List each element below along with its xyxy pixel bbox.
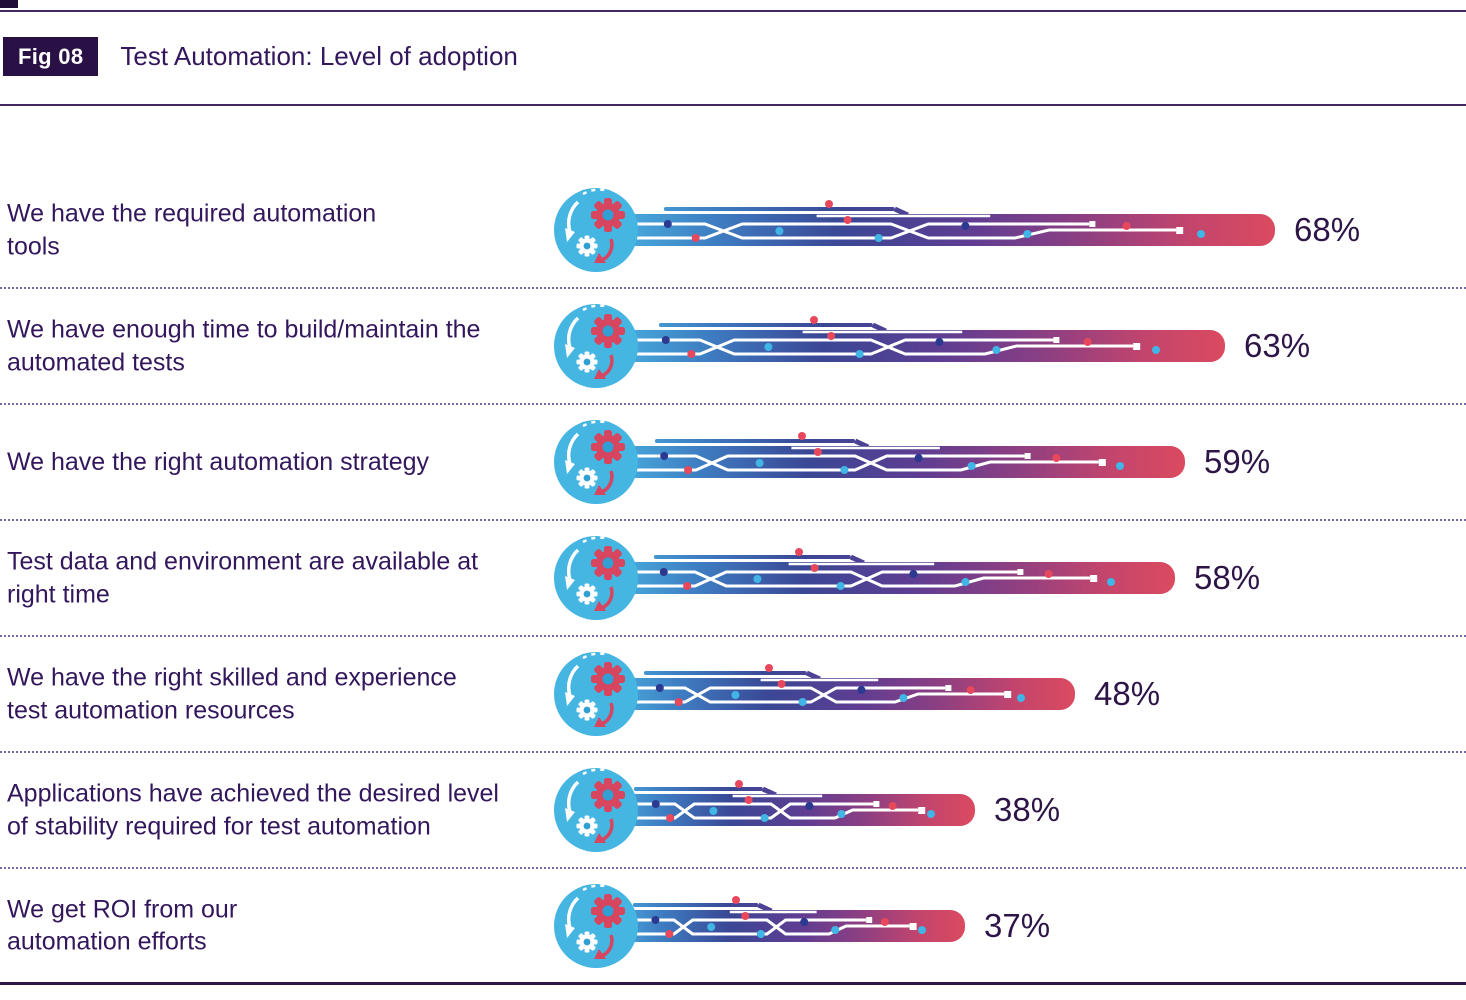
bar-circuit — [596, 548, 1175, 594]
gear-icon — [591, 662, 625, 696]
bar-graphic — [553, 530, 1181, 626]
bar-value: 68% — [1294, 211, 1361, 248]
gear-icon — [576, 235, 598, 257]
cycle-arrow-icon — [566, 664, 580, 697]
bar-value: 38% — [994, 791, 1061, 828]
cycle-arrow-red-icon — [601, 238, 614, 262]
bar-circuit — [596, 895, 965, 942]
gear-icon — [576, 699, 598, 721]
bar: 48% — [553, 646, 1160, 742]
circuit-bar — [554, 188, 1275, 272]
row-label: Applications have achieved the desired l… — [7, 779, 499, 841]
automation-gear-icon — [554, 188, 638, 272]
gear-icon — [591, 198, 625, 232]
chart-row: We get ROI from our automation efforts — [0, 869, 1466, 985]
row-label: We have the required automation tools — [7, 199, 377, 261]
bar: 38% — [553, 762, 1060, 858]
bar-circuit — [596, 432, 1185, 478]
gear-icon — [576, 467, 598, 489]
automation-gear-icon — [554, 536, 638, 620]
dashed-arc-icon — [582, 188, 606, 196]
gear-icon — [591, 546, 625, 580]
row-label: We have enough time to build/maintain th… — [7, 315, 481, 377]
cycle-arrow-icon — [566, 432, 580, 465]
row-label: Test data and environment are available … — [7, 547, 479, 609]
cycle-arrow-red-icon — [601, 586, 614, 610]
bar-graphic — [553, 298, 1231, 394]
cycle-arrow-red-icon — [601, 470, 614, 494]
bar: 63% — [553, 298, 1310, 394]
bar-value: 37% — [984, 906, 1051, 944]
row-label: We have the right skilled and experience… — [7, 663, 457, 725]
cycle-arrow-icon — [566, 200, 580, 233]
circuit-bar — [554, 536, 1175, 620]
bar-value: 48% — [1094, 675, 1161, 712]
bar: 68% — [553, 182, 1360, 278]
chart-row: We have the right skilled and experience… — [0, 637, 1466, 753]
circuit-bar — [554, 768, 975, 852]
chart-title: Test Automation: Level of adoption — [120, 41, 518, 71]
cycle-arrow-icon — [566, 548, 580, 581]
top-left-accent-block — [0, 0, 18, 8]
gear-icon — [591, 778, 625, 812]
cycle-arrow-red-icon — [601, 702, 614, 726]
gear-icon — [576, 351, 598, 373]
dashed-arc-icon — [582, 536, 606, 544]
chart-row: Test data and environment are available … — [0, 521, 1466, 637]
dashed-arc-icon — [582, 652, 606, 660]
chart-row: Applications have achieved the desired l… — [0, 753, 1466, 869]
header-divider-rule — [0, 104, 1466, 106]
dashed-arc-icon — [582, 420, 606, 428]
bar-chart: We have the required automation tools — [0, 173, 1466, 985]
figure-header: Fig 08 Test Automation: Level of adoptio… — [3, 37, 518, 76]
chart-row: We have the required automation tools — [0, 173, 1466, 289]
bar-graphic — [553, 878, 971, 974]
gear-icon — [591, 314, 625, 348]
gear-icon — [591, 893, 625, 928]
bar-circuit — [596, 780, 975, 826]
dashed-arc-icon — [582, 883, 606, 891]
bar-value: 63% — [1244, 327, 1311, 364]
row-label: We have the right automation strategy — [7, 447, 429, 476]
gear-icon — [576, 583, 598, 605]
automation-gear-icon — [554, 768, 638, 852]
bar: 59% — [553, 414, 1270, 510]
bar-graphic — [553, 646, 1081, 742]
bar-circuit — [596, 200, 1275, 246]
chart-row: We have the right automation strategy — [0, 405, 1466, 521]
bar-circuit — [596, 316, 1225, 362]
bar: 37% — [553, 878, 1050, 974]
gear-icon — [591, 430, 625, 464]
bar-graphic — [553, 762, 981, 858]
bar-value: 58% — [1194, 559, 1261, 596]
circuit-bar — [554, 420, 1185, 504]
cycle-arrow-red-icon — [601, 818, 614, 842]
cycle-arrow-icon — [566, 316, 580, 349]
circuit-bar — [554, 304, 1225, 388]
bar-circuit — [596, 664, 1075, 710]
bar-graphic — [553, 414, 1191, 510]
circuit-bar — [554, 883, 965, 968]
cycle-arrow-icon — [566, 780, 580, 813]
cycle-arrow-icon — [566, 896, 580, 929]
bar: 58% — [553, 530, 1260, 626]
chart-row: We have enough time to build/maintain th… — [0, 289, 1466, 405]
automation-gear-icon — [554, 883, 638, 968]
row-label: We get ROI from our automation efforts — [7, 895, 238, 956]
gear-icon — [576, 930, 598, 953]
automation-gear-icon — [554, 652, 638, 736]
bar-value: 59% — [1204, 443, 1271, 480]
bar-graphic — [553, 182, 1281, 278]
cycle-arrow-red-icon — [601, 933, 614, 958]
figure-number-badge: Fig 08 — [3, 37, 99, 76]
gear-icon — [576, 815, 598, 837]
cycle-arrow-red-icon — [601, 354, 614, 378]
circuit-bar — [554, 652, 1075, 736]
automation-gear-icon — [554, 304, 638, 388]
top-rule — [0, 10, 1466, 12]
dashed-arc-icon — [582, 304, 606, 312]
automation-gear-icon — [554, 420, 638, 504]
dashed-arc-icon — [582, 768, 606, 776]
